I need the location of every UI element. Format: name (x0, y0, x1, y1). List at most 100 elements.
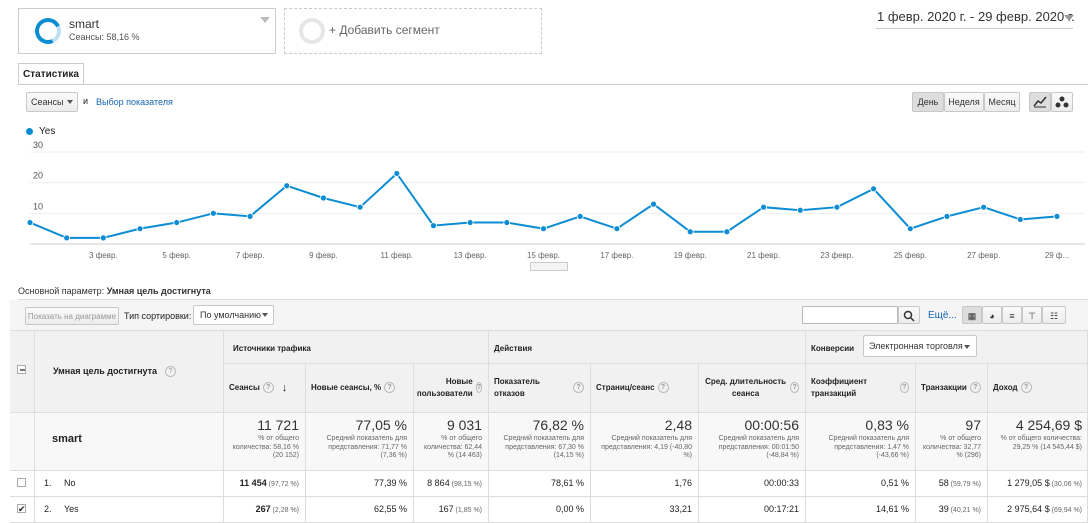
date-range[interactable]: 1 февр. 2020 г. - 29 февр. 2020 г. (877, 9, 1075, 24)
help-icon[interactable]: ? (262, 382, 274, 393)
row-divider (223, 363, 1088, 364)
totals-cell: 0,83 % Средний показатель для представлен… (805, 412, 915, 470)
column-header[interactable]: Страниц/сеанс? (590, 363, 698, 412)
data-point (63, 234, 71, 242)
table-cell: 0,00 % (488, 496, 590, 522)
cell-value: 33,21 (669, 504, 692, 514)
totals-subtext: Средний показатель для представления: 67… (503, 435, 585, 459)
chevron-down-icon[interactable] (1064, 15, 1074, 21)
data-point (870, 185, 878, 193)
row-dimension-cell[interactable]: 1. No (34, 470, 223, 496)
metric-select[interactable]: Сеансы (26, 92, 78, 112)
x-tick-label: 29 ф... (1045, 251, 1069, 260)
chevron-down-icon[interactable] (260, 17, 270, 23)
data-point (209, 209, 217, 217)
column-header[interactable]: Доход? (987, 363, 1088, 412)
cell-content: 8 864 (98,15 %) (427, 478, 482, 488)
y-tick-label: 20 (33, 171, 43, 181)
column-header[interactable]: Коэффициент транзакций? (805, 363, 915, 412)
help-icon[interactable]: ? (475, 382, 482, 393)
help-icon[interactable]: ? (790, 382, 799, 393)
conversion-select-label: Электронная торговля (869, 341, 963, 351)
pie-view-icon[interactable]: ◕ (982, 306, 1002, 324)
pivot-view-icon[interactable]: ☷ (1042, 306, 1066, 324)
comparison-view-icon[interactable]: ⊤ (1022, 306, 1042, 324)
table-row (10, 470, 1088, 496)
column-header[interactable]: Показатель отказов? (488, 363, 590, 412)
cell-percent: (30,06 %) (1049, 481, 1082, 488)
column-header-label: Доход? (993, 363, 1082, 412)
column-divider (223, 330, 224, 523)
sort-arrow-icon[interactable]: ↓ (281, 381, 288, 394)
cell-content: 0,51 % (881, 478, 909, 488)
conversion-select[interactable]: Электронная торговля (863, 335, 977, 357)
row-checkbox[interactable] (17, 478, 26, 487)
help-icon[interactable]: ? (384, 382, 396, 393)
motion-chart-icon[interactable] (1051, 92, 1073, 112)
row-dimension-value[interactable]: Yes (64, 504, 79, 514)
column-header[interactable]: Новые пользователи? (413, 363, 488, 412)
advanced-link[interactable]: Ещё... (928, 310, 957, 321)
cell-value: 0,51 % (880, 478, 909, 488)
data-point (283, 182, 291, 190)
divider (876, 28, 1073, 29)
data-table: Умная цель достигнута? Источники трафика Д… (10, 330, 1088, 523)
help-icon[interactable]: ? (165, 366, 176, 377)
day-button[interactable]: День (912, 92, 944, 112)
add-segment-button[interactable]: + Добавить сегмент (284, 8, 542, 54)
grid-view-icon[interactable]: ▦ (962, 306, 982, 324)
column-divider (413, 363, 414, 523)
help-icon[interactable]: ? (573, 382, 584, 393)
search-input[interactable] (802, 306, 898, 324)
data-point (943, 213, 951, 220)
cell-percent: (98,15 %) (449, 481, 482, 488)
week-button[interactable]: Неделя (944, 92, 984, 112)
totals-value: 2,48 (664, 417, 692, 433)
data-point (1053, 213, 1061, 220)
primary-dimension: Основной параметр: Умная цель достигнута (18, 286, 211, 296)
column-header[interactable]: Новые сеансы, %? (305, 363, 413, 412)
cell-percent: (1,85 %) (453, 507, 482, 514)
column-header-text: Страниц/сеанс (596, 382, 655, 392)
help-icon[interactable]: ? (657, 382, 669, 393)
help-icon[interactable]: ? (1020, 382, 1032, 393)
dimension-header[interactable]: Умная цель достигнута? (34, 330, 223, 412)
row-dimension-value[interactable]: No (64, 478, 76, 488)
primary-dim-value[interactable]: Умная цель достигнута (106, 286, 211, 296)
plot-rows-button[interactable]: Показать на диаграмме (25, 307, 119, 325)
x-tick-label: 9 февр. (309, 251, 338, 260)
column-header-label: Новые пользователи? (417, 363, 482, 412)
help-icon[interactable]: ? (969, 382, 981, 393)
data-point (503, 219, 511, 226)
chart-resize-handle[interactable] (530, 262, 568, 271)
table-cell: 00:17:21 (698, 496, 805, 522)
row-checkbox[interactable]: ✔ (17, 504, 26, 514)
sort-select[interactable]: По умолчанию (193, 305, 274, 325)
tab-statistics[interactable]: Статистика (18, 63, 84, 84)
line-chart: 30 20 10 3 февр. 5 февр. 7 февр. 9 февр. 11 фев… (26, 140, 1085, 260)
cell-content: 77,39 % (374, 478, 407, 488)
pick-metric-link[interactable]: Выбор показателя (96, 97, 173, 107)
data-point (430, 222, 437, 229)
cell-value: 39 (938, 504, 949, 514)
search-icon[interactable] (898, 306, 920, 324)
row-dimension-cell[interactable]: 2. Yes (34, 496, 223, 522)
x-tick-label: 25 февр. (894, 251, 927, 260)
segment-smart[interactable]: smart Сеансы: 58,16 % (18, 8, 276, 54)
month-button[interactable]: Месяц (984, 92, 1020, 112)
divider (18, 84, 1088, 85)
select-all-checkbox[interactable] (17, 365, 26, 374)
cell-content: 267 (2,28 %) (256, 504, 299, 514)
column-header[interactable]: Сред. длительность сеанса? (698, 363, 805, 412)
column-divider (987, 363, 988, 523)
totals-subtext: Средний показатель для представления: 4,… (601, 435, 692, 459)
totals-subtext: Средний показатель для представления: 1,… (828, 435, 910, 459)
and-label: и (83, 96, 89, 106)
help-icon[interactable]: ? (899, 382, 909, 393)
cell-content: 14,61 % (876, 504, 909, 514)
bar-view-icon[interactable]: ≡ (1002, 306, 1022, 324)
column-header[interactable]: Транзакции? (915, 363, 987, 412)
column-header[interactable]: Сеансы? ↓ (223, 363, 305, 412)
line-chart-icon[interactable] (1029, 92, 1051, 112)
cell-content: 00:00:33 (764, 478, 799, 488)
